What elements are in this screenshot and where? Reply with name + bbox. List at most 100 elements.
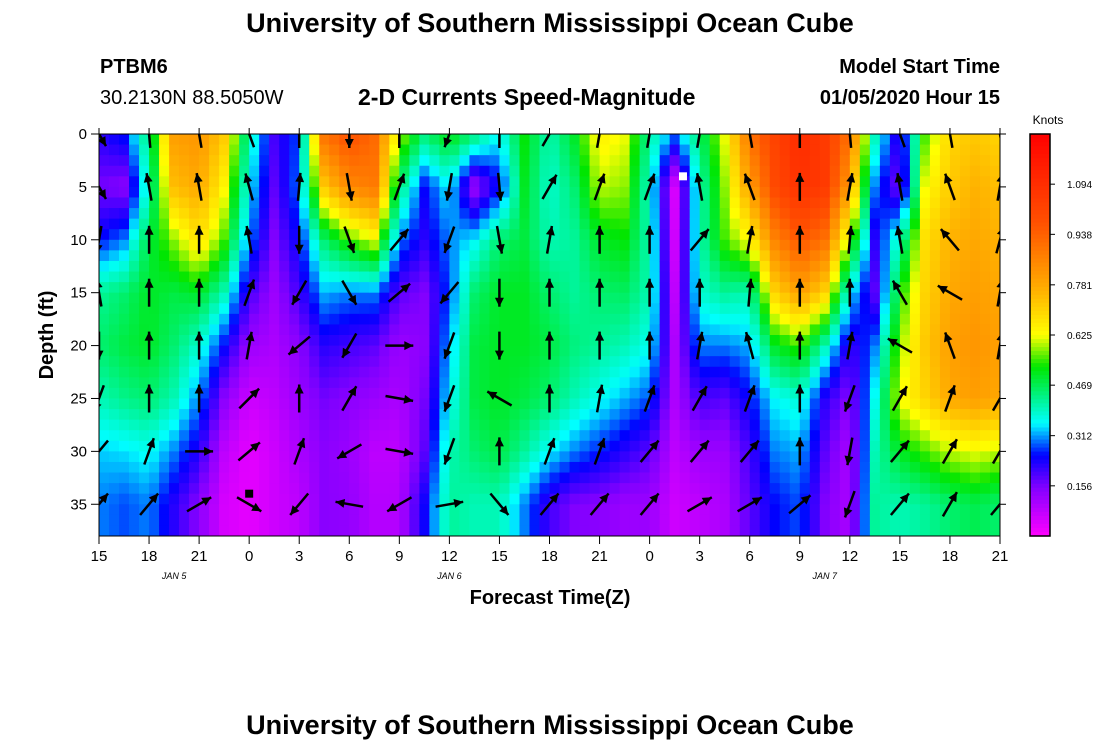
heatmap-cell [529,493,541,505]
heatmap-cell [699,250,711,262]
heatmap-cell [639,292,651,304]
colorbar-swatch [1030,150,1050,155]
heatmap-cell [829,313,841,326]
colorbar-swatch [1030,238,1050,244]
heatmap-cell [409,483,420,495]
heatmap-cell [449,176,460,188]
heatmap-cell [879,134,891,146]
heatmap-cell [539,377,551,389]
heatmap-cell [859,324,871,336]
heatmap-cell [809,218,821,230]
heatmap-cell [829,260,841,273]
heatmap-cell [929,303,941,315]
heatmap-cell [869,366,881,378]
heatmap-cell [349,345,360,357]
heatmap-cell [449,229,460,241]
heatmap-cell [259,345,270,357]
colorbar-swatch [1030,359,1050,364]
heatmap-cell [849,472,861,484]
heatmap-cell [479,430,491,442]
heatmap-cell [629,451,641,463]
heatmap-cell [99,271,110,283]
heatmap-cell [889,356,901,368]
heatmap-cell [379,483,390,495]
heatmap-cell [139,229,150,241]
heatmap-cell [389,366,400,378]
heatmap-cell [659,514,671,527]
heatmap-cell [979,398,991,410]
heatmap-cell [669,229,681,241]
heatmap-cell [349,250,360,262]
heatmap-cell [549,461,561,474]
heatmap-cell [929,514,941,527]
x-tick-label: 18 [141,548,158,565]
heatmap-cell [269,430,280,442]
vector-head [194,278,204,288]
heatmap-cell [479,504,491,516]
heatmap-cell [639,398,651,410]
heatmap-cell [349,493,360,505]
heatmap-cell [899,208,911,220]
vector-head [696,331,705,342]
heatmap-cell [589,493,601,505]
heatmap-cell [589,165,601,177]
heatmap-cell [489,419,501,431]
heatmap-cell [799,271,811,283]
heatmap-cell [779,387,791,400]
heatmap-cell [769,250,781,262]
heatmap-cell [499,144,511,156]
heatmap-cell [119,335,130,347]
heatmap-cell [99,165,110,177]
heatmap-cell [189,197,200,209]
vector-shaft [99,439,109,454]
white-square-marker [678,172,687,181]
heatmap-cell [469,197,481,209]
heatmap-cell [869,525,881,536]
heatmap-cell [239,430,250,442]
heatmap-cell [299,155,310,167]
heatmap-cell [469,292,481,304]
heatmap-cell [189,165,200,177]
vector-shaft [898,134,906,148]
heatmap-cell [769,514,781,527]
heatmap-cell [529,250,541,262]
heatmap-cell [759,504,771,516]
heatmap-cell [399,165,410,177]
heatmap-cell [329,461,340,474]
heatmap-cell [199,366,210,378]
heatmap-cell [489,345,501,357]
heatmap-cell [749,144,761,156]
x-tick-label: 21 [591,548,608,565]
heatmap-cell [959,260,971,273]
heatmap-cell [829,472,841,484]
heatmap-cell [519,356,531,368]
current-vector [245,331,255,360]
heatmap-cell [399,250,410,262]
heatmap-cell [199,398,210,410]
heatmap-cell [349,186,360,199]
current-vector [948,134,954,149]
heatmap-cell [529,356,541,368]
heatmap-cell [749,282,761,294]
heatmap-cell [209,356,220,368]
heatmap-cell [129,419,140,431]
current-vector [443,226,456,254]
heatmap-cell [509,165,521,177]
heatmap-cell [969,260,981,273]
heatmap-cell [689,165,701,177]
heatmap-cell [769,144,781,156]
heatmap-cell [989,134,1000,146]
heatmap-cell [639,377,651,389]
heatmap-cell [959,303,971,315]
heatmap-cell [359,504,370,516]
vector-head [996,230,1000,235]
heatmap-cell [379,229,390,241]
colorbar-swatch [1030,262,1050,268]
heatmap-cell [219,409,230,421]
heatmap-cell [539,440,551,452]
heatmap-cell [289,144,300,156]
heatmap-cell [549,451,561,463]
heatmap-cell [139,387,150,400]
colorbar-swatch [1030,182,1050,187]
heatmap-cell [129,345,140,357]
